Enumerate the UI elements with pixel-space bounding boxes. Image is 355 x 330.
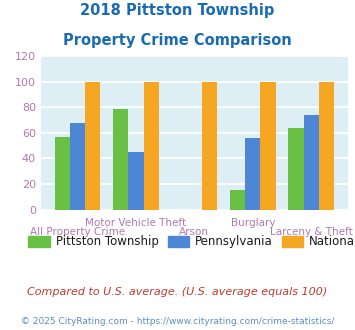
Text: 2018 Pittston Township: 2018 Pittston Township bbox=[80, 3, 275, 18]
Text: Larceny & Theft: Larceny & Theft bbox=[270, 227, 353, 237]
Text: Compared to U.S. average. (U.S. average equals 100): Compared to U.S. average. (U.S. average … bbox=[27, 287, 328, 297]
Bar bbox=[260, 82, 275, 210]
Text: Burglary: Burglary bbox=[230, 218, 275, 228]
Text: All Property Crime: All Property Crime bbox=[30, 227, 125, 237]
Bar bbox=[129, 152, 143, 210]
Bar bbox=[230, 190, 245, 210]
Bar bbox=[143, 82, 159, 210]
Bar bbox=[113, 109, 129, 210]
Text: Arson: Arson bbox=[179, 227, 209, 237]
Text: Property Crime Comparison: Property Crime Comparison bbox=[63, 33, 292, 48]
Bar bbox=[288, 128, 304, 210]
Bar bbox=[304, 115, 319, 210]
Bar bbox=[245, 138, 260, 210]
Bar bbox=[55, 137, 70, 210]
Bar bbox=[70, 122, 85, 210]
Text: Motor Vehicle Theft: Motor Vehicle Theft bbox=[86, 218, 186, 228]
Bar bbox=[202, 82, 217, 210]
Bar bbox=[85, 82, 100, 210]
Text: © 2025 CityRating.com - https://www.cityrating.com/crime-statistics/: © 2025 CityRating.com - https://www.city… bbox=[21, 317, 334, 326]
Legend: Pittston Township, Pennsylvania, National: Pittston Township, Pennsylvania, Nationa… bbox=[24, 231, 355, 253]
Bar bbox=[319, 82, 334, 210]
